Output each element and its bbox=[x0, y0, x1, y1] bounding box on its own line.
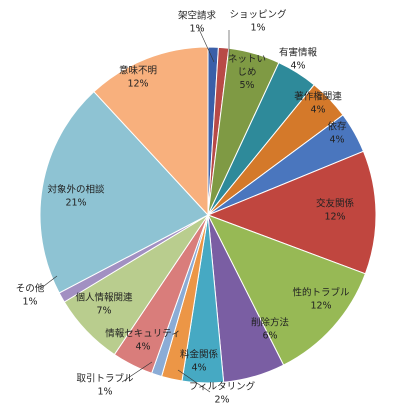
slice-label-6: 交友関係 12% bbox=[316, 198, 355, 223]
slice-label-12: 情報セキュリティ 4% bbox=[105, 328, 180, 353]
slice-label-13: 個人情報関連 7% bbox=[75, 292, 133, 317]
leader-line-14 bbox=[39, 275, 58, 290]
slice-percent-11: 1% bbox=[97, 387, 112, 398]
slice-name-1: ショッピング bbox=[229, 9, 287, 21]
slice-label-5: 依存 4% bbox=[327, 121, 347, 146]
slice-name-6: 交友関係 bbox=[316, 198, 355, 210]
leader-line-11 bbox=[121, 361, 153, 383]
slice-label-16: 意味不明 12% bbox=[119, 65, 157, 90]
pie-slice-7 bbox=[206, 214, 367, 366]
slice-percent-2: 5% bbox=[239, 80, 254, 91]
slice-percent-16: 12% bbox=[127, 79, 148, 90]
slice-percent-5: 4% bbox=[329, 135, 344, 146]
slice-name-0: 架空請求 bbox=[178, 10, 217, 22]
leader-line-10 bbox=[177, 369, 211, 393]
slice-name-3: 有害情報 bbox=[279, 47, 318, 59]
slice-name-5: 依存 bbox=[327, 121, 347, 133]
slice-percent-14: 1% bbox=[22, 297, 37, 308]
pie-slice-6 bbox=[206, 150, 377, 275]
slice-percent-3: 4% bbox=[290, 61, 305, 72]
slice-label-8: 削除方法 6% bbox=[251, 317, 289, 342]
slice-label-15: 対象外の相談 21% bbox=[47, 184, 105, 209]
slice-name-12: 情報セキュリティ bbox=[105, 328, 180, 340]
slice-percent-0: 1% bbox=[189, 24, 204, 35]
slice-label-0: 架空請求 1% bbox=[178, 10, 217, 35]
slice-name-14: その他 bbox=[16, 283, 45, 295]
slice-percent-6: 12% bbox=[324, 212, 345, 223]
slice-name-7: 性的トラブル bbox=[292, 287, 350, 299]
slice-label-14: その他 1% bbox=[16, 283, 45, 308]
slice-name-15: 対象外の相談 bbox=[47, 184, 105, 196]
slice-percent-13: 7% bbox=[96, 306, 111, 317]
slice-name-11: 取引トラブル bbox=[76, 373, 134, 385]
slice-percent-7: 12% bbox=[310, 301, 331, 312]
slice-percent-10: 2% bbox=[214, 395, 229, 406]
slice-percent-9: 4% bbox=[191, 363, 206, 374]
slice-name-10: フィルタリング bbox=[189, 381, 256, 393]
slice-percent-12: 4% bbox=[135, 342, 150, 353]
slice-percent-8: 6% bbox=[262, 331, 277, 342]
slice-name-4: 著作権関連 bbox=[294, 91, 342, 103]
slice-percent-1: 1% bbox=[250, 23, 265, 34]
slice-label-1: ショッピング 1% bbox=[229, 9, 287, 34]
slice-label-9: 料金関係 4% bbox=[180, 349, 219, 374]
slice-label-7: 性的トラブル 12% bbox=[292, 287, 350, 312]
pie-slice-15 bbox=[39, 90, 209, 294]
slice-label-11: 取引トラブル 1% bbox=[76, 373, 134, 398]
slice-label-3: 有害情報 4% bbox=[279, 47, 318, 72]
slice-name-9: 料金関係 bbox=[180, 349, 219, 361]
slice-name-13: 個人情報関連 bbox=[75, 292, 133, 304]
slice-name-2: じめ bbox=[237, 67, 256, 78]
slice-label-4: 著作権関連 4% bbox=[294, 91, 342, 116]
slice-name-2: ネットい bbox=[228, 54, 266, 65]
slice-percent-15: 21% bbox=[65, 198, 86, 209]
slice-name-16: 意味不明 bbox=[119, 65, 157, 77]
pie-slice-16 bbox=[93, 46, 209, 217]
slice-label-10: フィルタリング 2% bbox=[189, 381, 256, 406]
slice-name-8: 削除方法 bbox=[251, 317, 289, 329]
leader-line-0 bbox=[197, 26, 215, 63]
slice-percent-4: 4% bbox=[310, 105, 325, 116]
